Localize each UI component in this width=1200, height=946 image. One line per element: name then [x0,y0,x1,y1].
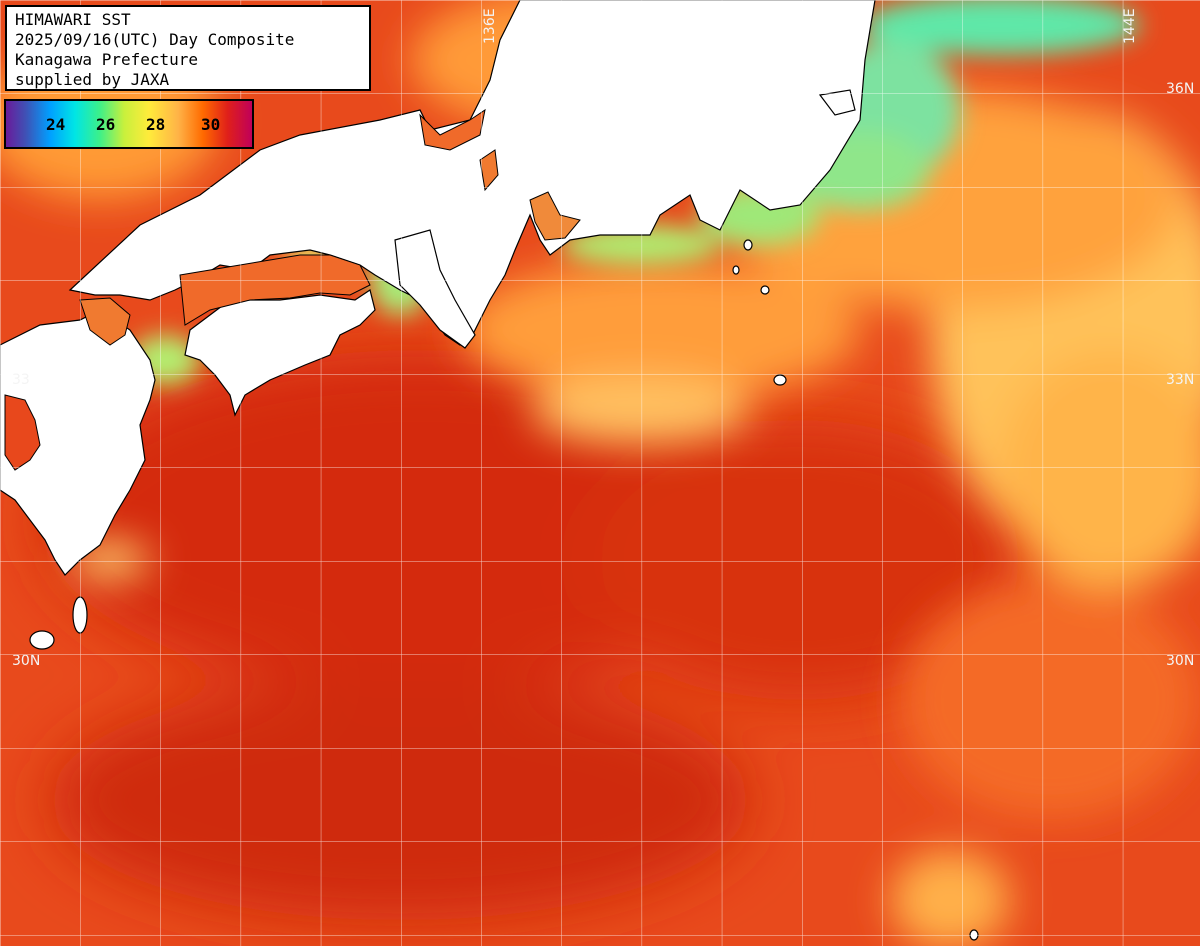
lat-label-30-right: 30N [1166,653,1195,669]
info-title: HIMAWARI SST [15,10,131,29]
legend-tick-28: 28 [146,115,166,134]
info-source: supplied by JAXA [15,70,170,89]
legend-tick-30: 30 [201,115,221,134]
lon-label-144: 144E [1122,8,1138,44]
legend-tick-26: 26 [96,115,116,134]
color-legend: 24 26 28 30 [4,99,254,149]
lon-label-136: 136E [482,8,498,44]
info-region: Kanagawa Prefecture [15,50,199,69]
lat-label-30-left: 30N [12,653,41,669]
lat-label-33-left: 33 [12,372,30,388]
lat-label-33-right: 33N [1166,372,1195,388]
info-box: HIMAWARI SST 2025/09/16(UTC) Day Composi… [5,5,371,91]
legend-tick-24: 24 [46,115,66,134]
info-date: 2025/09/16(UTC) Day Composite [15,30,295,49]
lat-label-36-right: 36N [1166,81,1195,97]
